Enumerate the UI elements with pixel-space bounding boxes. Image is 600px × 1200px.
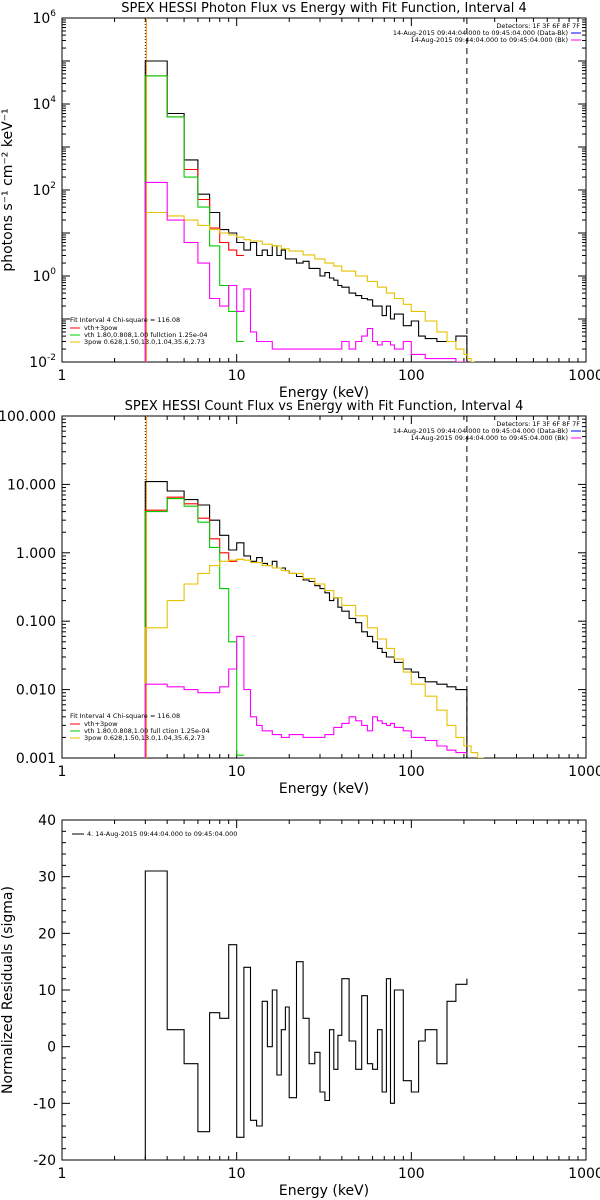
x-tick-label: 100 bbox=[398, 368, 425, 384]
x-tick-label: 1 bbox=[58, 764, 67, 780]
plot-frame bbox=[61, 819, 587, 1161]
series-line-5 bbox=[144, 635, 467, 758]
legend-top-line: 14-Aug-2015 09:44:04.000 to 09:45:04.000… bbox=[411, 434, 568, 442]
y-tick-label: 30 bbox=[38, 870, 56, 886]
y-tick-base: 10 bbox=[32, 183, 50, 199]
series-line-4 bbox=[144, 211, 475, 362]
y-tick-base: 10 bbox=[32, 269, 50, 285]
legend-bottom-item: vth 1.80,0.808,1.00 fullction 1.25e-04 bbox=[84, 331, 208, 339]
legend-bottom-item: vth+3pow bbox=[84, 720, 118, 728]
y-tick-label: 10.000 bbox=[7, 477, 56, 493]
y-tick-label: 40 bbox=[38, 813, 56, 829]
x-tick-label: 1000 bbox=[568, 368, 600, 384]
plot-area bbox=[144, 60, 475, 362]
x-tick-label: 10 bbox=[228, 764, 246, 780]
y-tick-base: 10 bbox=[32, 97, 50, 113]
y-tick-label: 20 bbox=[38, 926, 56, 942]
chart-panel-3: 1 10 100 1000 Energy (keV) -20 -10 0 10 20 30 40 Nor… bbox=[0, 813, 600, 1199]
chart-title: SPEX HESSI Photon Flux vs Energy with Fi… bbox=[121, 1, 527, 16]
series-line-3 bbox=[144, 498, 244, 758]
series-line-1 bbox=[144, 870, 468, 1160]
y-tick-label: -20 bbox=[33, 1153, 56, 1169]
y-tick-label: 10-2 bbox=[29, 353, 56, 371]
plot-area bbox=[144, 481, 484, 758]
x-tick-label: 10 bbox=[228, 1166, 246, 1182]
y-tick-exponent: 2 bbox=[50, 181, 56, 191]
series-line-5 bbox=[144, 181, 467, 362]
series-line-1 bbox=[144, 481, 468, 758]
legend-bottom-header: Fit Interval 4 Chi-square = 116.08 bbox=[70, 316, 180, 324]
legend-top-line: 14-Aug-2015 09:44:04.000 to 09:45:04.000… bbox=[393, 29, 568, 37]
legend-top-line: Detectors: 1F 3F 6F 8F 7F bbox=[496, 22, 580, 30]
legend-bottom-item: vth 1.80,0.808,1.00 full ction 1.25e-04 bbox=[84, 727, 210, 735]
y-tick-label: 0.010 bbox=[16, 683, 56, 699]
chart-panel-2: SPEX HESSI Count Flux vs Energy with Fit… bbox=[0, 399, 600, 797]
x-axis-label: Energy (keV) bbox=[279, 781, 369, 797]
plot-frame bbox=[61, 415, 587, 759]
y-tick-label: 100 bbox=[32, 267, 56, 285]
legend-top-line: 14-Aug-2015 09:44:04.000 to 09:45:04.000… bbox=[411, 36, 568, 44]
x-tick-label: 1000 bbox=[568, 764, 600, 780]
x-tick-label: 1 bbox=[58, 1166, 67, 1182]
chart-panel-1: SPEX HESSI Photon Flux vs Energy with Fi… bbox=[0, 1, 600, 401]
legend-bottom-item: vth+3pow bbox=[84, 324, 118, 332]
x-axis-label: Energy (keV) bbox=[279, 1183, 369, 1199]
plot-area bbox=[144, 870, 468, 1160]
x-tick-label: 10 bbox=[228, 368, 246, 384]
x-tick-label: 100 bbox=[398, 764, 425, 780]
y-axis-label: Normalized Residuals (sigma) bbox=[0, 886, 16, 1094]
y-tick-label: 0 bbox=[47, 1040, 56, 1056]
x-axis-label: Energy (keV) bbox=[279, 385, 369, 401]
series-line-3 bbox=[144, 75, 244, 362]
x-tick-label: 100 bbox=[398, 1166, 425, 1182]
legend-bottom-header: Fit Interval 4 Chi-square = 116.08 bbox=[70, 712, 180, 720]
y-tick-exponent: -2 bbox=[47, 353, 56, 363]
y-tick-label: 0.001 bbox=[16, 751, 56, 767]
y-tick-label: -10 bbox=[33, 1096, 56, 1112]
chart-title: SPEX HESSI Count Flux vs Energy with Fit… bbox=[125, 399, 524, 414]
y-tick-base: 10 bbox=[29, 355, 47, 371]
y-tick-label: 104 bbox=[32, 95, 56, 113]
y-tick-label: 100.000 bbox=[0, 409, 56, 425]
series-line-1 bbox=[144, 60, 468, 362]
legend-top-line: 4. 14-Aug-2015 09:44:04.000 to 09:45:04.… bbox=[87, 830, 237, 838]
y-tick-exponent: 0 bbox=[50, 267, 56, 277]
legend-bottom-item: 3pow 0.628,1.50,13.0,1.04,35.6,2.73 bbox=[84, 734, 205, 742]
plot-frame bbox=[61, 17, 587, 363]
y-axis-label: photons s⁻¹ cm⁻² keV⁻¹ bbox=[0, 108, 16, 271]
legend-top-line: Detectors: 1F 3F 6F 8F 7F bbox=[496, 420, 580, 428]
x-tick-label: 1000 bbox=[568, 1166, 600, 1182]
y-tick-exponent: 4 bbox=[50, 95, 56, 105]
x-tick-label: 1 bbox=[58, 368, 67, 384]
y-tick-label: 10 bbox=[38, 983, 56, 999]
y-tick-label: 106 bbox=[32, 9, 56, 27]
y-tick-label: 1.000 bbox=[16, 546, 56, 562]
y-tick-label: 102 bbox=[32, 181, 56, 199]
legend-bottom-item: 3pow 0.628,1.50,13.0,1.04,35.6,2.73 bbox=[84, 338, 205, 346]
y-tick-base: 10 bbox=[32, 11, 50, 27]
y-tick-exponent: 6 bbox=[50, 9, 56, 19]
y-tick-label: 0.100 bbox=[16, 614, 56, 630]
legend-top-line: 14-Aug-2015 09:44:04.000 to 09:45:04.000… bbox=[393, 427, 568, 435]
series-line-4 bbox=[144, 558, 484, 758]
